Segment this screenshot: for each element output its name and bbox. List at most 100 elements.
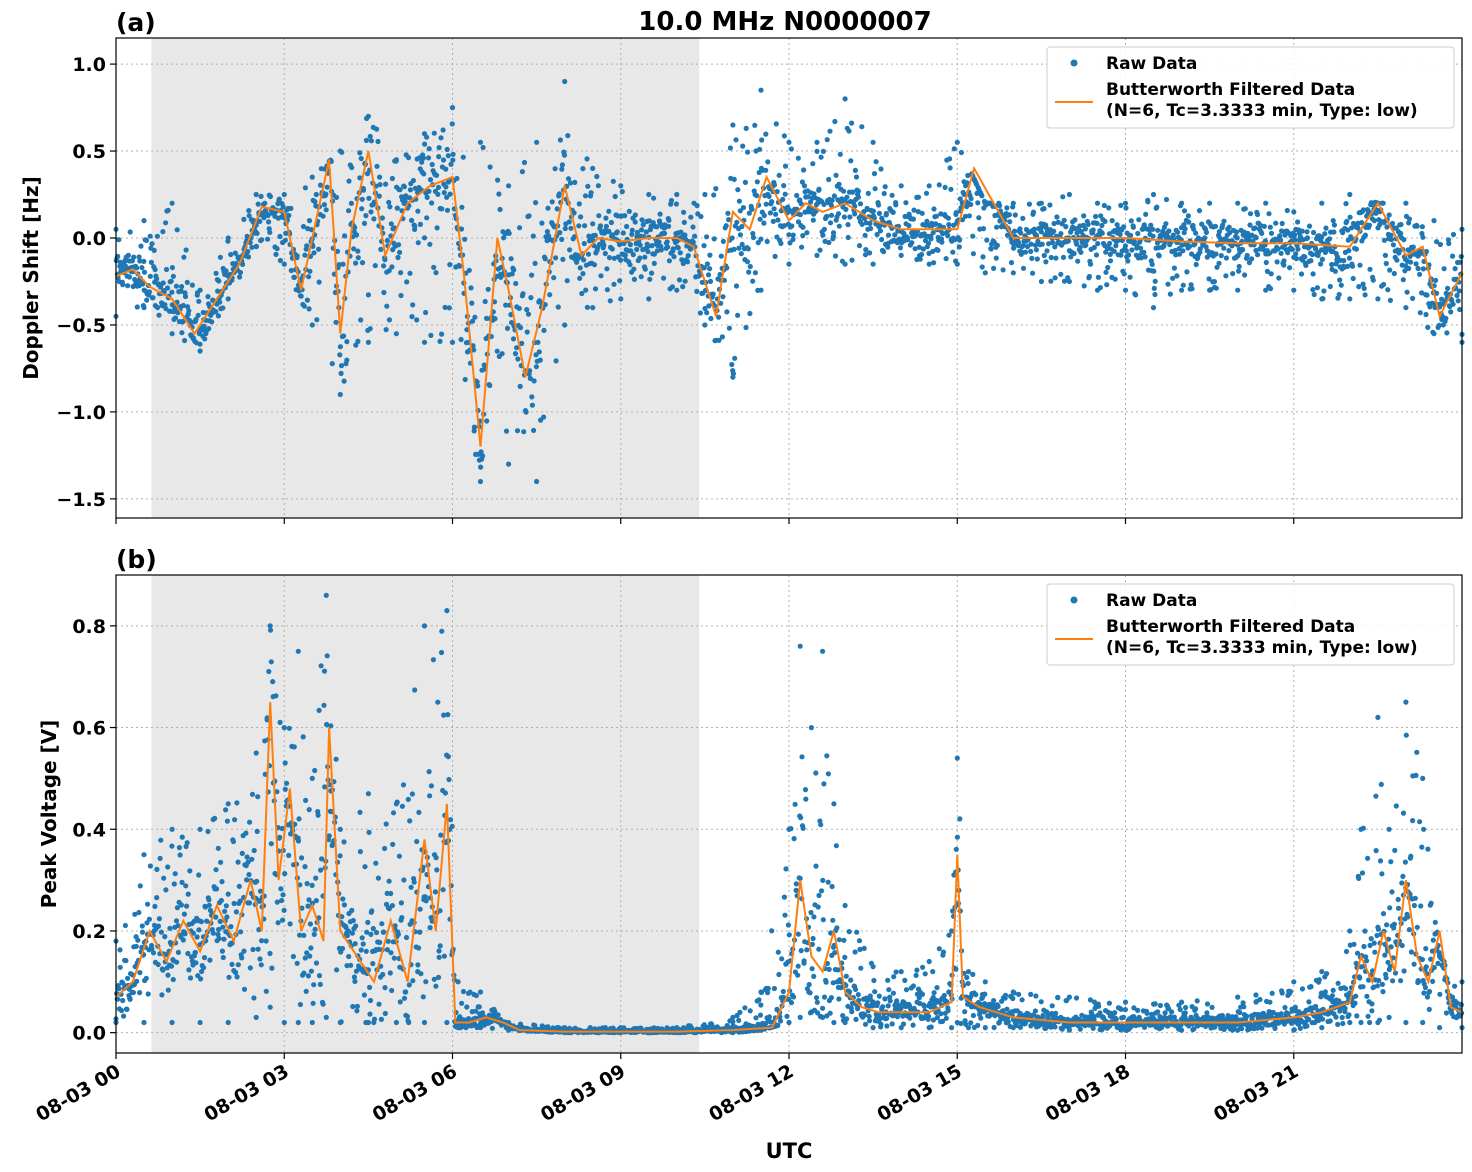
raw-data-point	[1445, 285, 1451, 291]
raw-data-point	[298, 293, 304, 299]
raw-data-point	[1450, 301, 1456, 307]
raw-data-point	[382, 845, 388, 852]
raw-data-point	[1141, 1024, 1148, 1030]
raw-data-point	[406, 1019, 412, 1026]
raw-data-point	[1144, 1010, 1150, 1016]
raw-data-point	[590, 165, 596, 171]
raw-data-point	[1010, 200, 1016, 206]
raw-data-point	[316, 707, 322, 714]
raw-data-point	[628, 248, 634, 254]
raw-data-point	[842, 96, 848, 102]
raw-data-point	[1066, 191, 1072, 198]
raw-data-point	[893, 969, 899, 975]
raw-data-point	[1022, 249, 1029, 255]
raw-data-point	[1303, 262, 1309, 268]
raw-data-point	[557, 137, 564, 143]
raw-data-point	[704, 261, 711, 267]
raw-data-point	[565, 176, 572, 182]
raw-data-point	[1181, 208, 1188, 214]
raw-data-point	[346, 178, 352, 184]
raw-data-point	[798, 201, 804, 207]
raw-data-point	[925, 240, 932, 246]
raw-data-point	[324, 653, 330, 659]
raw-data-point	[286, 852, 292, 859]
raw-data-point	[1155, 1009, 1161, 1015]
raw-data-point	[333, 756, 339, 762]
raw-data-point	[348, 200, 354, 206]
raw-data-point	[1052, 1024, 1058, 1030]
raw-data-point	[363, 948, 369, 954]
raw-data-point	[1319, 296, 1325, 302]
raw-data-point	[1182, 226, 1188, 232]
raw-data-point	[865, 190, 871, 196]
raw-data-point	[1018, 230, 1024, 236]
raw-data-point	[367, 133, 373, 139]
raw-data-point	[341, 839, 347, 845]
raw-data-point	[294, 960, 300, 966]
raw-data-point	[277, 257, 283, 264]
raw-data-point	[836, 996, 842, 1002]
raw-data-point	[373, 860, 379, 866]
raw-data-point	[460, 154, 466, 160]
raw-data-point	[1259, 230, 1265, 236]
raw-data-point	[306, 306, 312, 312]
raw-data-point	[225, 891, 231, 897]
raw-data-point	[334, 248, 341, 254]
raw-data-point	[1090, 1025, 1096, 1031]
raw-data-point	[156, 312, 162, 318]
raw-data-point	[402, 197, 408, 203]
raw-data-point	[1384, 224, 1390, 230]
raw-data-point	[736, 198, 743, 204]
raw-data-point	[1083, 242, 1089, 248]
raw-data-point	[234, 974, 240, 980]
raw-data-point	[939, 1018, 946, 1024]
raw-data-point	[915, 209, 921, 215]
raw-data-point	[476, 1004, 482, 1010]
raw-data-point	[422, 141, 428, 147]
raw-data-point	[1291, 287, 1297, 293]
raw-data-point	[559, 166, 565, 172]
raw-data-point	[1143, 211, 1149, 217]
raw-data-point	[829, 883, 835, 890]
raw-data-point	[730, 122, 736, 128]
raw-data-point	[1221, 218, 1227, 224]
raw-data-point	[1010, 270, 1016, 276]
raw-data-point	[209, 319, 215, 325]
raw-data-point	[382, 257, 388, 263]
raw-data-point	[529, 402, 536, 408]
raw-data-point	[1043, 259, 1049, 265]
raw-data-point	[186, 308, 192, 314]
raw-data-point	[168, 278, 174, 284]
raw-data-point	[1322, 231, 1328, 237]
raw-data-point	[603, 215, 609, 221]
raw-data-point	[374, 163, 380, 169]
raw-data-point	[982, 200, 988, 206]
raw-data-point	[245, 859, 251, 865]
raw-data-point	[139, 265, 145, 271]
raw-data-point	[258, 962, 264, 968]
raw-data-point	[850, 189, 856, 195]
raw-data-point	[958, 149, 965, 156]
raw-data-point	[365, 339, 371, 345]
raw-data-point	[1127, 274, 1133, 280]
raw-data-point	[255, 946, 261, 952]
raw-data-point	[458, 226, 465, 232]
raw-data-point	[213, 867, 219, 873]
raw-data-point	[386, 317, 392, 323]
raw-data-point	[295, 838, 302, 844]
raw-data-point	[410, 177, 416, 184]
raw-data-point	[366, 195, 372, 201]
raw-data-point	[680, 284, 686, 290]
raw-data-point	[781, 894, 788, 900]
raw-data-point	[756, 997, 762, 1003]
y-tick-label: −0.5	[56, 315, 106, 337]
raw-data-point	[847, 214, 853, 220]
raw-data-point	[434, 867, 440, 873]
raw-data-point	[324, 721, 330, 728]
raw-data-point	[217, 254, 223, 260]
raw-data-point	[1026, 201, 1032, 207]
raw-data-point	[154, 895, 160, 901]
raw-data-point	[682, 232, 688, 238]
raw-data-point	[213, 270, 219, 276]
raw-data-point	[268, 841, 274, 847]
